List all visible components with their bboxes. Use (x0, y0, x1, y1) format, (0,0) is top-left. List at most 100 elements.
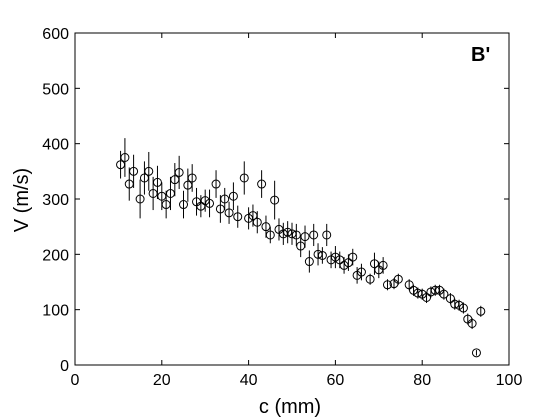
data-point (152, 165, 162, 199)
data-point (224, 201, 234, 224)
data-point (239, 161, 249, 195)
y-tick-label: 200 (42, 247, 69, 264)
point-marker (365, 274, 375, 284)
data-point (426, 286, 436, 298)
data-point (120, 138, 130, 177)
data-point (211, 170, 221, 198)
data-point (378, 257, 388, 274)
panel-label: B' (471, 44, 490, 66)
x-tick-label: 40 (240, 372, 258, 389)
point-marker (144, 166, 154, 176)
data-point (165, 176, 175, 211)
data-point (309, 223, 319, 247)
y-tick-label: 0 (60, 358, 69, 375)
point-marker (393, 274, 403, 284)
x-tick-label: 100 (496, 372, 523, 389)
data-point (369, 252, 379, 275)
point-marker (317, 250, 327, 260)
point-marker (233, 212, 243, 222)
point-marker (439, 289, 449, 299)
x-tick-label: 60 (327, 372, 345, 389)
data-point (476, 305, 486, 317)
data-point (179, 190, 188, 219)
data-point (139, 161, 149, 195)
data-point (348, 248, 358, 266)
point-marker (309, 230, 319, 240)
point-marker (348, 252, 358, 262)
data-point (200, 189, 210, 212)
data-point (393, 273, 403, 285)
data-point (300, 225, 310, 248)
data-point (326, 251, 336, 269)
data-point (467, 317, 477, 330)
point-marker (265, 230, 275, 240)
data-point (317, 247, 327, 264)
data-point (265, 226, 275, 244)
y-tick-label: 300 (42, 192, 69, 209)
data-point (356, 263, 366, 281)
data-point (382, 279, 392, 291)
point-marker (205, 198, 215, 208)
point-marker (179, 200, 188, 210)
data-point (228, 182, 238, 211)
data-point (304, 250, 314, 273)
point-marker (224, 208, 234, 218)
point-marker (356, 267, 366, 277)
point-marker (252, 217, 262, 227)
data-point (174, 155, 184, 190)
data-point (135, 179, 145, 219)
plot-area: 0 20 40 60 80 100 0 100 200 300 400 500 600 (42, 26, 522, 389)
x-axis-title: c (mm) (259, 396, 321, 418)
data-point (257, 170, 267, 198)
data-point (330, 246, 340, 269)
point-marker (135, 194, 145, 204)
x-tick-label: 0 (71, 372, 80, 389)
data-point (270, 180, 280, 220)
point-marker (467, 319, 477, 328)
data-point (471, 348, 481, 358)
y-tick-label: 400 (42, 137, 69, 154)
data-point (233, 205, 243, 228)
point-marker (120, 153, 130, 162)
point-marker (257, 179, 267, 189)
y-axis: 0 100 200 300 400 500 600 (42, 26, 509, 375)
data-point (192, 187, 202, 216)
data-point (220, 187, 230, 211)
y-tick-label: 500 (42, 81, 69, 98)
y-tick-label: 600 (42, 26, 69, 43)
point-marker (300, 232, 310, 242)
data-point (404, 279, 414, 291)
point-marker (378, 260, 388, 270)
data-point (322, 223, 332, 247)
data-point (187, 164, 197, 192)
data-point (439, 288, 449, 300)
y-axis-title: V (m/s) (11, 168, 33, 232)
data-point (183, 168, 193, 202)
point-marker (304, 257, 314, 267)
point-marker (239, 173, 249, 183)
point-marker (228, 191, 238, 201)
data-point (458, 302, 468, 314)
point-marker (476, 306, 486, 316)
data-point (116, 150, 126, 179)
point-marker (174, 167, 184, 177)
data-point (339, 257, 349, 274)
data-point (161, 190, 171, 219)
point-marker (129, 166, 139, 176)
point-marker (471, 348, 481, 358)
x-axis: 0 20 40 60 80 100 (71, 33, 523, 389)
point-marker (220, 194, 230, 204)
data-point (170, 163, 180, 197)
point-marker (322, 230, 332, 240)
point-marker (382, 280, 392, 290)
y-tick-label: 100 (42, 303, 69, 320)
point-marker (187, 173, 197, 183)
data-point (374, 261, 384, 279)
data-point (365, 273, 375, 285)
data-point (129, 154, 139, 188)
x-tick-label: 80 (413, 372, 431, 389)
data-points (116, 138, 486, 358)
point-marker (458, 303, 468, 313)
data-point (283, 221, 293, 244)
